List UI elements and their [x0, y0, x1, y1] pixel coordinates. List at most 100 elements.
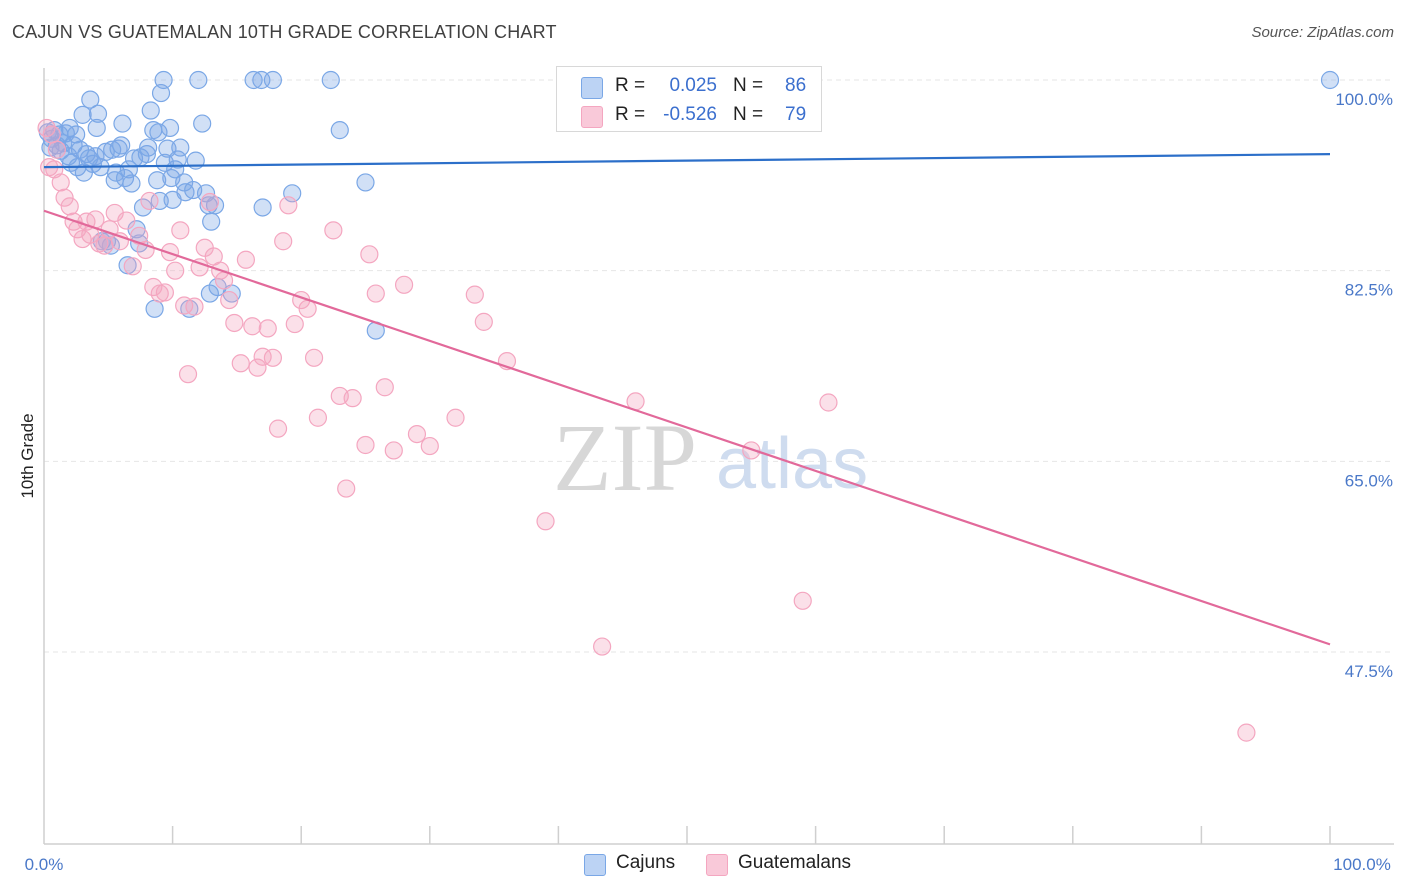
correlation-legend: R = 0.025 N = 86 R = -0.526 N = 79: [556, 66, 822, 132]
cajun-point: [109, 139, 128, 158]
legend-r-label: R =: [615, 75, 646, 96]
guatemalan-point: [360, 245, 379, 264]
guatemalan-point: [356, 435, 375, 455]
legend-r-value: 0.025: [669, 75, 717, 96]
guatemalan-point: [593, 637, 612, 656]
y-tick-label: 65.0%: [1345, 471, 1393, 490]
cajun-point: [283, 184, 302, 203]
guatemalan-point: [231, 354, 250, 373]
guatemalans-label: Guatemalans: [738, 852, 852, 873]
guatemalan-point: [248, 358, 267, 377]
guatemalan-point: [258, 319, 277, 338]
cajun-point: [253, 198, 272, 217]
cajun-point: [113, 114, 132, 133]
guatemalan-point: [42, 125, 61, 144]
cajun-point: [160, 118, 180, 138]
y-tick-labels: 100.0% 82.5% 65.0% 47.5%: [1335, 90, 1393, 681]
cajun-point: [202, 212, 221, 231]
guatemalan-point: [298, 299, 317, 318]
cajun-point: [171, 138, 190, 157]
trend-lines: [43, 152, 1331, 646]
guatemalan-point: [123, 257, 142, 276]
guatemalan-point: [243, 317, 262, 336]
legend-n-value: 86: [785, 75, 807, 96]
guatemalan-point: [446, 408, 465, 427]
cajun-point: [112, 136, 131, 155]
cajuns-trend-line: [43, 152, 1331, 169]
guatemalan-point: [263, 348, 283, 367]
guatemalan-point: [304, 348, 324, 367]
guatemalan-point: [268, 419, 288, 438]
cajun-point: [193, 114, 212, 133]
guatemalan-point: [285, 314, 304, 334]
guatemalan-point: [166, 261, 185, 280]
guatemalan-point: [465, 285, 484, 304]
legend-row-guatemalans: R = -0.526 N = 79: [557, 100, 821, 130]
guatemalan-point: [47, 140, 66, 159]
cajun-point: [141, 101, 160, 120]
y-tick-label: 100.0%: [1335, 90, 1393, 109]
guatemalan-point: [375, 378, 394, 397]
guatemalan-point: [60, 197, 79, 216]
legend-r-label: R =: [615, 104, 646, 125]
watermark: ZIP atlas: [553, 404, 868, 511]
guatemalan-point: [155, 283, 174, 302]
legend-r-value: -0.526: [663, 104, 717, 125]
guatemalan-point: [474, 312, 493, 331]
legend-n-label: N =: [733, 75, 764, 96]
guatemalan-point: [55, 188, 74, 207]
guatemalan-point: [366, 284, 385, 303]
guatemalan-point: [1237, 723, 1256, 742]
cajuns-swatch: [584, 854, 606, 876]
guatemalan-point: [178, 365, 198, 384]
guatemalan-point: [220, 290, 239, 310]
guatemalan-point: [308, 408, 328, 427]
cajun-point: [150, 191, 169, 211]
guatemalan-point: [819, 393, 838, 412]
cajun-point: [103, 140, 122, 159]
source-label: Source: ZipAtlas.com: [1251, 24, 1394, 41]
cajun-point: [356, 173, 375, 192]
cajun-point: [60, 118, 79, 138]
guatemalan-point: [225, 313, 244, 333]
guatemalan-point: [793, 591, 812, 610]
series-legend: Cajuns Guatemalans: [0, 851, 1406, 879]
guatemalan-point: [420, 436, 439, 456]
cajun-point: [137, 144, 156, 164]
x-tick-label-min: 0.0%: [25, 855, 64, 874]
guatemalan-point: [190, 258, 209, 277]
legend-swatch-pink: [581, 106, 603, 128]
guatemalan-point: [200, 192, 219, 212]
cajun-point: [133, 198, 153, 217]
guatemalans-points: [37, 118, 1256, 742]
cajun-point: [330, 121, 349, 140]
y-axis-label: 10th Grade: [18, 413, 37, 498]
guatemalans-trend-line: [43, 209, 1331, 646]
axes: [43, 68, 1394, 845]
guatemalan-point: [171, 221, 190, 240]
cajun-point: [86, 147, 105, 166]
cajun-point: [88, 104, 108, 123]
cajun-point: [205, 196, 225, 215]
guatemalan-point: [394, 275, 414, 294]
guatemalan-point: [51, 173, 70, 192]
guatemalan-point: [236, 250, 256, 269]
guatemalan-point: [140, 191, 159, 211]
guatemalan-point: [384, 441, 403, 460]
cajun-point: [149, 123, 168, 142]
guatemalan-point: [343, 389, 362, 408]
watermark-zip: ZIP: [553, 404, 697, 511]
cajun-point: [263, 70, 283, 90]
cajun-point: [244, 70, 263, 90]
x-tick-label-max: 100.0%: [1333, 855, 1391, 874]
guatemalan-point: [536, 512, 555, 531]
chart-title: CAJUN VS GUATEMALAN 10TH GRADE CORRELATI…: [12, 22, 557, 42]
guatemalan-point: [337, 479, 356, 498]
cajun-point: [145, 299, 164, 318]
guatemalan-point: [95, 236, 114, 255]
cajun-point: [87, 118, 106, 138]
cajun-point: [81, 90, 100, 109]
cajuns-label: Cajuns: [616, 852, 676, 873]
cajun-point: [1320, 70, 1340, 90]
